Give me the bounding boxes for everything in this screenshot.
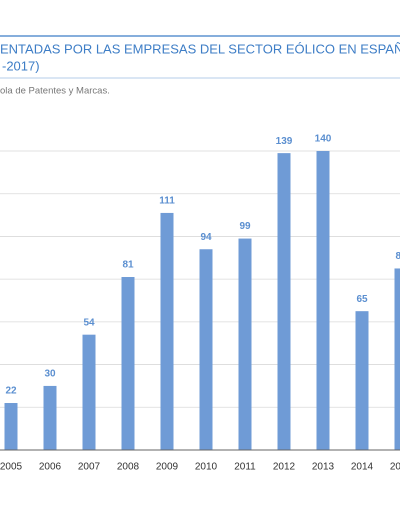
- value-label: 94: [200, 232, 212, 243]
- bar: [82, 334, 96, 450]
- bar: [355, 311, 369, 450]
- value-label: 30: [44, 369, 56, 380]
- bar: [4, 403, 18, 450]
- value-label: 22: [5, 386, 17, 397]
- x-tick-label: 2007: [78, 462, 101, 473]
- value-label: 81: [122, 260, 134, 271]
- x-tick-label: 2010: [195, 462, 218, 473]
- value-label: 99: [239, 221, 251, 232]
- bar: [316, 151, 330, 450]
- x-tick-label: 2014: [351, 462, 374, 473]
- x-tick-label: 2009: [156, 462, 179, 473]
- x-tick-label: 2011: [234, 462, 256, 473]
- chart-title-line: -2017): [2, 58, 40, 73]
- bar: [160, 212, 174, 450]
- value-label: 111: [159, 196, 175, 207]
- x-tick-label: 2005: [0, 462, 23, 473]
- x-tick-label: 2012: [273, 462, 296, 473]
- value-label: 140: [315, 134, 332, 145]
- bar: [121, 277, 135, 450]
- x-tick-label: 2006: [39, 462, 62, 473]
- value-label: 85: [395, 251, 400, 262]
- bar: [43, 385, 57, 450]
- value-label: 139: [276, 136, 293, 147]
- chart-title-line: ENTADAS POR LAS EMPRESAS DEL SECTOR EÓLI…: [0, 41, 400, 56]
- x-tick-label: 2015: [390, 462, 400, 473]
- value-label: 54: [83, 317, 95, 328]
- bar: [238, 238, 252, 450]
- value-label: 65: [356, 294, 368, 305]
- bar: [199, 249, 213, 450]
- x-tick-label: 2008: [117, 462, 140, 473]
- bar: [394, 268, 400, 450]
- bar: [277, 153, 291, 450]
- source: ola de Patentes y Marcas.: [0, 86, 110, 97]
- x-tick-label: 2013: [312, 462, 335, 473]
